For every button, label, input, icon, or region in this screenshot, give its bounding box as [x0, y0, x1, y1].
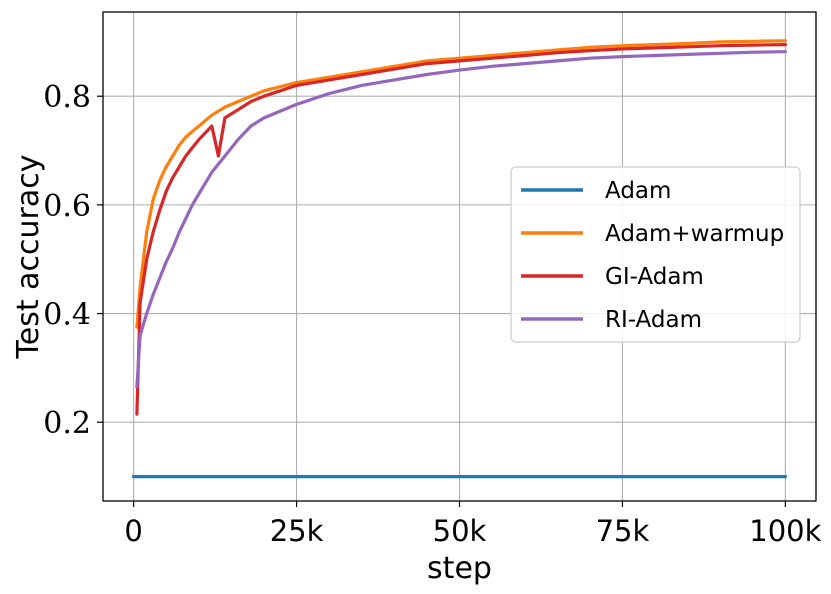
x-axis-label: step: [427, 551, 492, 586]
legend-box: [510, 166, 801, 343]
x-tick-label: 0: [124, 514, 142, 548]
series-lines: [132, 39, 788, 479]
legend-entry-label: Adam+warmup: [605, 221, 784, 247]
series-line-adam-warmup: [135, 39, 788, 329]
legend-entry-label: RI-Adam: [605, 307, 702, 333]
x-tick-label: 100k: [749, 514, 821, 548]
y-tick-label: 0.2: [43, 406, 91, 441]
legend: Adam Adam+warmup GI-Adam RI-Adam: [510, 166, 801, 343]
x-tick-label: 25k: [270, 514, 324, 548]
y-tick-label: 0.6: [43, 189, 91, 224]
series-line-gi-adam: [135, 42, 788, 416]
legend-entry-label: Adam: [605, 178, 671, 204]
x-tick-label: 50k: [433, 514, 487, 548]
axis-ticks: 0 25k 50k 75k 100k 0.2 0.4 0.6 0.8: [43, 80, 821, 548]
series-line-ri-adam: [135, 50, 788, 389]
y-tick-label: 0.8: [43, 80, 91, 115]
y-axis-label: Test accuracy: [11, 155, 46, 360]
y-tick-label: 0.4: [43, 298, 91, 333]
legend-entry-label: GI-Adam: [605, 264, 704, 290]
x-tick-label: 75k: [596, 514, 650, 548]
